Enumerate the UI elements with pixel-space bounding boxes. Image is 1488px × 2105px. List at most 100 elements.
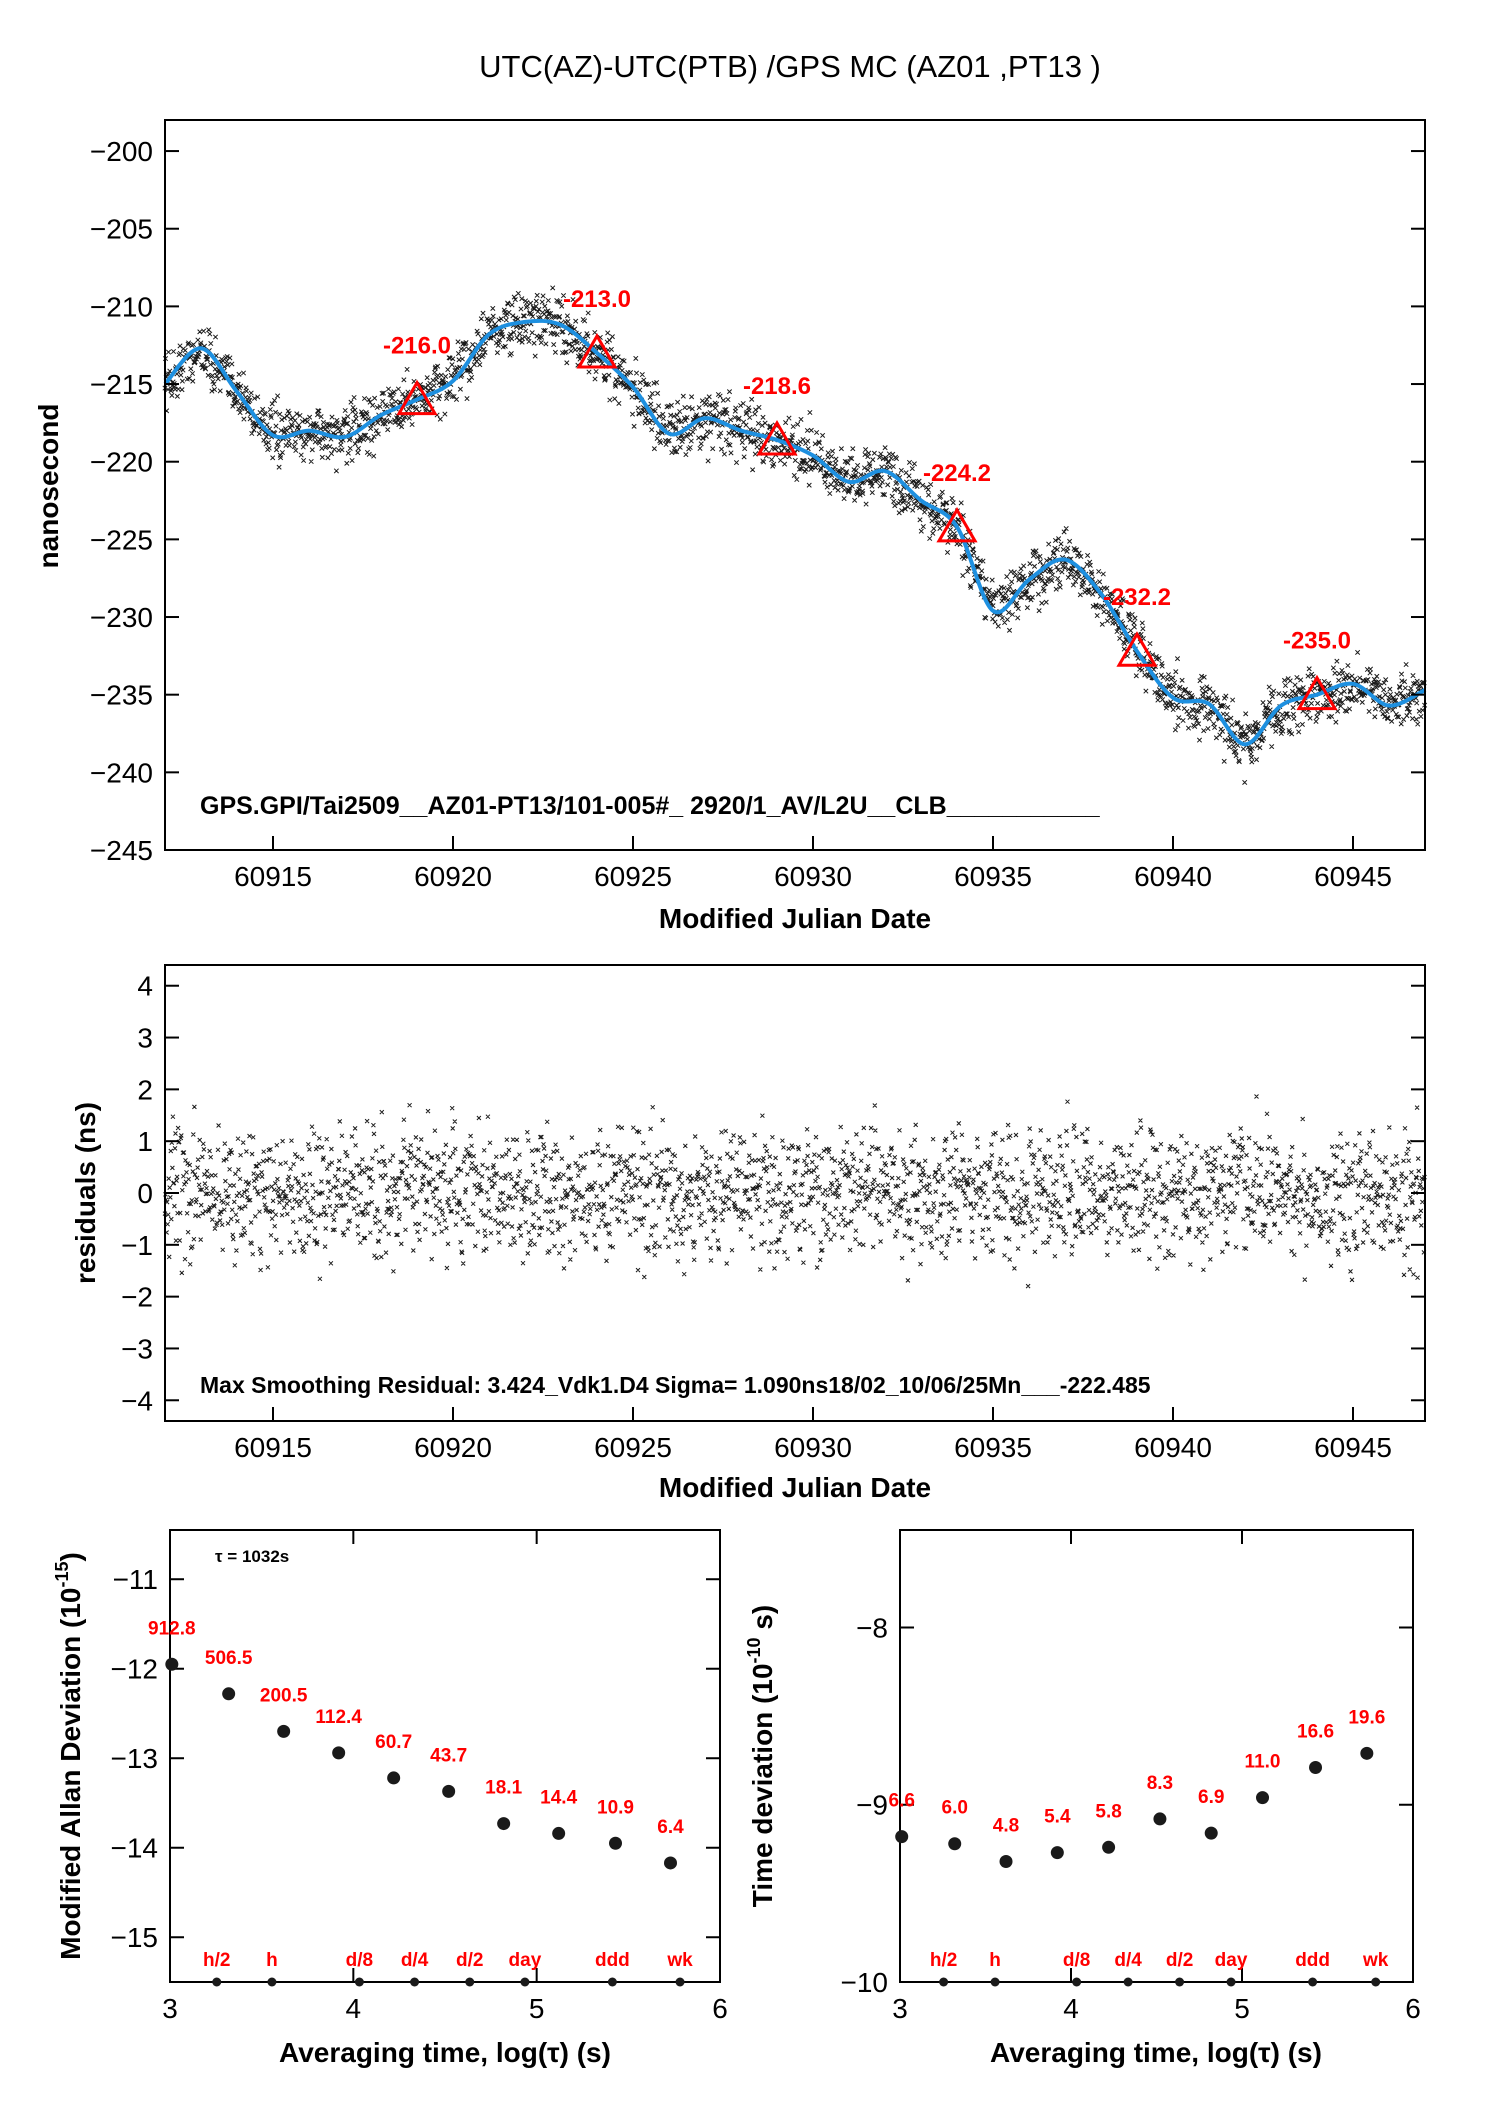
deviation-point: [1256, 1791, 1270, 1805]
triangle-marker: [1116, 631, 1158, 667]
main-plot-frame: [164, 119, 1426, 851]
mdev-y-label: Modified Allan Deviation (10-15): [52, 1552, 86, 1960]
residual-scatter: [162, 1094, 1427, 1289]
x-tick-label: 60935: [954, 861, 1032, 892]
x-tick-label: 60925: [594, 861, 672, 892]
deviation-point: [999, 1854, 1013, 1868]
time-mark-label: h: [266, 1950, 278, 1971]
measurement-points: [162, 285, 1428, 785]
time-mark-dot: [1371, 1977, 1381, 1987]
x-tick-label: 60920: [414, 1432, 492, 1463]
x-tick-label: 60920: [414, 861, 492, 892]
time-mark-dot: [520, 1977, 530, 1987]
mdev-x-label: Averaging time, log(τ) (s): [279, 2037, 611, 2068]
marker-label: -213.0: [563, 286, 631, 313]
smoothing-curve: [163, 318, 1426, 747]
mdev-plot-frame: [169, 1529, 721, 1983]
tdev-y-label-tail: s): [747, 1605, 778, 1638]
x-tick-label: 4: [1063, 1993, 1079, 2024]
y-tick-label: −210: [90, 291, 153, 322]
time-mark-label: d/4: [401, 1950, 429, 1971]
time-mark-dot: [675, 1977, 685, 1987]
x-tick-label: 60940: [1134, 861, 1212, 892]
deviation-value-label: 11.0: [1245, 1752, 1281, 1773]
y-tick-label: 2: [137, 1074, 153, 1105]
y-tick-label: −4: [121, 1385, 153, 1416]
y-tick-label: 4: [137, 971, 153, 1002]
deviation-value-label: 5.4: [1044, 1807, 1071, 1828]
triangle-marker: [1296, 674, 1338, 711]
marker-label: -216.0: [383, 333, 451, 360]
residuals-panel: 60915 60920 60925 60930 60935 60940 60945 4 3 2 1 0…: [70, 964, 1427, 1503]
time-mark-label: ddd: [1295, 1950, 1330, 1971]
deviation-point: [277, 1724, 291, 1738]
residual-points: [162, 1094, 1427, 1289]
main-panel: -216.0 -213.0 -218.6 -224.2 -232.2 -235.0 609…: [33, 119, 1428, 934]
residuals-axes: 60915 60920 60925 60930 60935 60940 60945 4 3 2 1 0…: [121, 971, 1425, 1463]
tdev-points: 6.6 6.0 4.8 5.4 5.8 8.3 6.9 11.0 16.6 19.6 h/2 h d/8…: [888, 1707, 1389, 1987]
residuals-y-label: residuals (ns): [70, 1102, 101, 1284]
time-mark-label: wk: [1362, 1950, 1389, 1971]
time-mark-dot: [1072, 1977, 1082, 1987]
deviation-point: [332, 1746, 346, 1760]
marker-label: -218.6: [743, 373, 811, 400]
deviation-value-label: 16.6: [1297, 1722, 1334, 1743]
triangle-marker: [396, 379, 438, 416]
y-tick-label: −215: [90, 369, 153, 400]
deviation-point: [1360, 1746, 1374, 1760]
mdev-panel: 3 4 5 6 −11 −12 −13 −14 −15 912.8 506.5 200.5 112.4…: [52, 1529, 728, 2068]
x-tick-label: 5: [529, 1993, 545, 2024]
mdev-axes: 3 4 5 6 −11 −12 −13 −14 −15: [111, 1530, 728, 2024]
time-mark-label: d/2: [456, 1950, 483, 1971]
time-mark-label: h/2: [930, 1950, 957, 1971]
time-mark-label: d/8: [1063, 1950, 1090, 1971]
y-tick-label: −225: [90, 524, 153, 555]
y-tick-label: −10: [841, 1967, 889, 1998]
x-tick-label: 60935: [954, 1432, 1032, 1463]
x-tick-label: 5: [1234, 1993, 1250, 2024]
x-tick-label: 60915: [234, 1432, 312, 1463]
time-mark-label: ddd: [595, 1950, 630, 1971]
y-tick-label: −205: [90, 214, 153, 245]
y-tick-label: −245: [90, 835, 153, 866]
triangle-marker: [936, 506, 978, 543]
deviation-point: [552, 1826, 566, 1840]
y-tick-label: −14: [111, 1833, 159, 1864]
deviation-value-label: 112.4: [315, 1707, 362, 1728]
deviation-value-label: 10.9: [597, 1797, 634, 1818]
deviation-value-label: 6.4: [657, 1817, 684, 1838]
main-scatter: [162, 285, 1428, 785]
deviation-point: [497, 1817, 511, 1831]
marker-label: -235.0: [1283, 628, 1351, 655]
deviation-point: [895, 1830, 909, 1844]
deviation-value-label: 506.5: [205, 1648, 253, 1669]
time-mark-dot: [1226, 1977, 1236, 1987]
deviation-point: [1102, 1840, 1116, 1854]
y-tick-label: −9: [856, 1790, 888, 1821]
time-mark-label: d/8: [346, 1950, 373, 1971]
deviation-point: [1153, 1812, 1167, 1826]
deviation-value-label: 14.4: [540, 1787, 577, 1808]
y-tick-label: −230: [90, 602, 153, 633]
deviation-value-label: 912.8: [148, 1618, 196, 1639]
deviation-value-label: 19.6: [1348, 1707, 1385, 1728]
time-mark-dot: [410, 1977, 420, 1987]
x-tick-label: 60915: [234, 861, 312, 892]
y-tick-label: −240: [90, 757, 153, 788]
main-axes: 60915 60920 60925 60930 60935 60940 60945 −200 −…: [90, 136, 1425, 892]
y-tick-label: −235: [90, 680, 153, 711]
time-mark-dot: [354, 1977, 364, 1987]
tau-note: τ = 1032s: [215, 1547, 289, 1566]
x-tick-label: 60945: [1314, 861, 1392, 892]
time-mark-dot: [939, 1977, 949, 1987]
tdev-x-label: Averaging time, log(τ) (s): [990, 2037, 1322, 2068]
deviation-point: [1204, 1826, 1218, 1840]
y-tick-label: −200: [90, 136, 153, 167]
y-tick-label: −2: [121, 1282, 153, 1313]
y-tick-label: −12: [111, 1654, 159, 1685]
y-tick-label: 1: [137, 1126, 153, 1157]
deviation-point: [165, 1657, 179, 1671]
y-tick-label: 0: [137, 1178, 153, 1209]
x-tick-label: 3: [892, 1993, 908, 2024]
